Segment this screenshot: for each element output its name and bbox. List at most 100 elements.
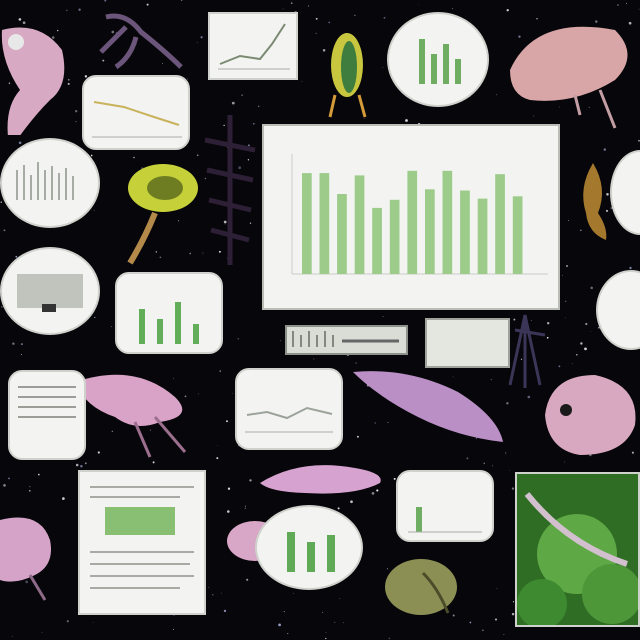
star-dot bbox=[231, 101, 235, 105]
star-dot bbox=[490, 379, 492, 381]
star-dot bbox=[38, 473, 40, 476]
creature-top-left bbox=[1, 27, 65, 135]
star-dot bbox=[386, 568, 388, 570]
star-dot bbox=[511, 487, 515, 490]
star-dot bbox=[512, 601, 515, 603]
star-dot bbox=[567, 219, 570, 222]
star-dot bbox=[293, 593, 294, 594]
main-bar-chart bbox=[291, 154, 548, 275]
star-dot bbox=[155, 251, 157, 253]
star-dot bbox=[626, 2, 628, 4]
mini-chart-card-left-1 bbox=[82, 75, 190, 150]
star-dot bbox=[371, 492, 375, 495]
star-dot bbox=[383, 16, 386, 19]
star-dot bbox=[546, 336, 549, 339]
star-dot bbox=[382, 316, 384, 317]
star-dot bbox=[97, 451, 100, 454]
star-dot bbox=[219, 370, 221, 372]
star-dot bbox=[189, 252, 192, 255]
star-dot bbox=[25, 580, 29, 584]
star-dot bbox=[301, 81, 303, 82]
star-dot bbox=[146, 3, 149, 6]
star-dot bbox=[492, 465, 494, 467]
bar bbox=[372, 207, 382, 274]
creature-pink-swimmer bbox=[260, 465, 381, 494]
star-dot bbox=[11, 635, 13, 637]
mini-chart-card-center bbox=[235, 368, 343, 450]
legend-strip-panel bbox=[285, 325, 408, 355]
star-dot bbox=[533, 115, 535, 117]
document-card-bottom-left bbox=[78, 470, 206, 615]
star-dot bbox=[66, 9, 68, 11]
star-dot bbox=[173, 377, 174, 379]
star-dot bbox=[41, 632, 43, 633]
star-dot bbox=[67, 78, 70, 81]
star-dot bbox=[187, 78, 188, 80]
creature-pink-top-right bbox=[510, 26, 628, 129]
star-dot bbox=[8, 82, 11, 84]
star-dot bbox=[520, 358, 523, 360]
star-dot bbox=[475, 437, 478, 439]
bar bbox=[319, 173, 330, 274]
bar bbox=[442, 170, 453, 274]
star-dot bbox=[605, 209, 609, 212]
star-dot bbox=[313, 358, 315, 360]
star-dot bbox=[204, 177, 207, 180]
star-dot bbox=[452, 8, 454, 10]
star-dot bbox=[527, 395, 531, 399]
star-dot bbox=[246, 578, 249, 581]
star-dot bbox=[12, 342, 15, 345]
main-bar-chart-card bbox=[262, 124, 560, 310]
star-dot bbox=[321, 611, 323, 613]
star-dot bbox=[51, 36, 55, 39]
star-dot bbox=[511, 612, 515, 616]
creature-yellow-shell bbox=[127, 164, 198, 265]
creature-olive-bottom bbox=[385, 559, 457, 615]
mini-chart-card-left-4 bbox=[115, 272, 223, 354]
bar bbox=[302, 173, 312, 274]
mini-chart-card-left-5 bbox=[8, 370, 86, 460]
star-dot bbox=[452, 376, 454, 378]
star-dot bbox=[197, 393, 199, 395]
creature-pink-bottom-left bbox=[0, 517, 51, 601]
star-dot bbox=[110, 326, 113, 328]
star-dot bbox=[280, 340, 282, 342]
star-dot bbox=[564, 461, 566, 463]
star-dot bbox=[21, 354, 23, 355]
star-dot bbox=[287, 633, 289, 635]
star-dot bbox=[249, 479, 252, 482]
star-dot bbox=[257, 105, 260, 108]
star-dot bbox=[506, 402, 509, 405]
mini-chart-card-left-2 bbox=[0, 138, 100, 228]
star-dot bbox=[111, 30, 115, 34]
star-dot bbox=[638, 140, 640, 142]
star-dot bbox=[90, 154, 93, 157]
creature-brown-right bbox=[583, 163, 607, 240]
star-dot bbox=[315, 32, 317, 34]
star-dot bbox=[56, 29, 59, 32]
star-dot bbox=[518, 35, 521, 38]
star-dot bbox=[584, 347, 587, 351]
star-dot bbox=[382, 67, 384, 68]
star-dot bbox=[566, 265, 568, 267]
star-dot bbox=[638, 8, 640, 10]
star-dot bbox=[469, 621, 472, 624]
star-dot bbox=[244, 507, 246, 509]
star-dot bbox=[241, 94, 243, 96]
mini-chart-card-bottom-center bbox=[396, 470, 494, 542]
star-dot bbox=[571, 363, 573, 365]
star-dot bbox=[405, 119, 408, 122]
star-dot bbox=[247, 159, 250, 161]
star-dot bbox=[334, 621, 336, 623]
star-dot bbox=[62, 497, 65, 500]
star-dot bbox=[18, 18, 22, 21]
star-dot bbox=[111, 430, 113, 433]
star-dot bbox=[102, 59, 105, 62]
star-dot bbox=[558, 365, 561, 368]
star-dot bbox=[350, 500, 353, 504]
star-dot bbox=[184, 395, 187, 398]
star-dot bbox=[337, 507, 340, 510]
star-dot bbox=[588, 106, 590, 108]
star-dot bbox=[152, 461, 155, 464]
star-dot bbox=[8, 477, 10, 480]
